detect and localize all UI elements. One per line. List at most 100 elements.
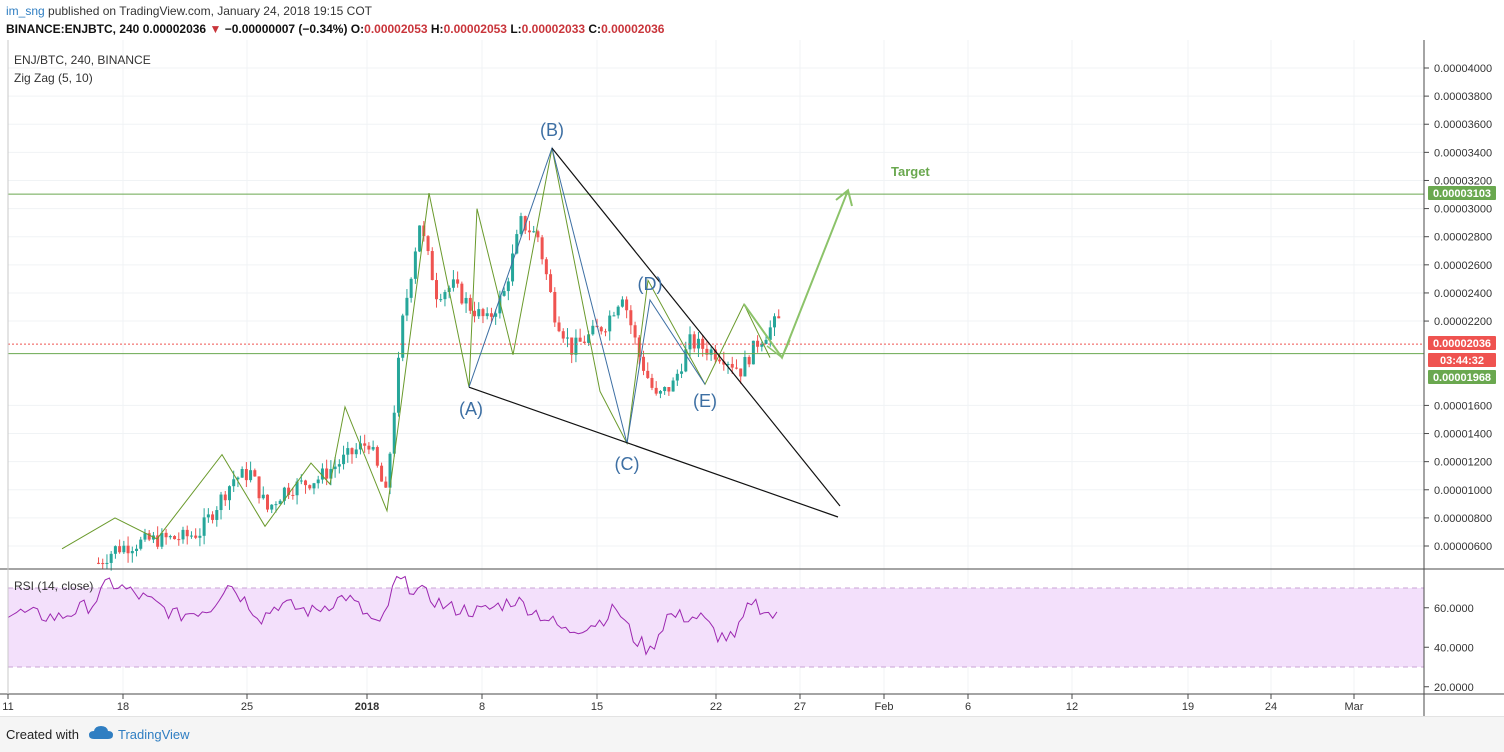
published-text: published on TradingView.com, January 24…: [48, 4, 373, 18]
close-label: C:: [588, 22, 602, 36]
chart-canvas[interactable]: 0.00004000 0.00003800 0.00003600 0.00003400…: [0, 40, 1504, 716]
candle-body: [544, 259, 548, 275]
candle-body: [253, 470, 257, 477]
symbol-quote-line: BINANCE:ENJBTC, 240 0.00002036 ▼ −0.0000…: [6, 22, 664, 36]
triangle-lower-line: [468, 386, 839, 518]
candle-body: [578, 337, 582, 342]
candle-body: [342, 454, 346, 465]
time-tick-label: 8: [479, 701, 485, 713]
candle-body: [688, 334, 692, 350]
candle-body: [519, 216, 523, 235]
candle-body: [371, 447, 375, 450]
candle-body: [489, 313, 493, 317]
candle-body: [278, 500, 282, 505]
time-tick-label: Mar: [1345, 701, 1364, 713]
candle-body: [561, 331, 565, 339]
candle-body: [143, 533, 147, 540]
candle-body: [658, 391, 662, 394]
candle-body: [118, 546, 122, 553]
candle-body: [185, 529, 189, 537]
candle-body: [633, 325, 637, 338]
candle-body: [464, 297, 468, 304]
candle-body: [616, 306, 620, 316]
candle-body: [730, 363, 734, 368]
candle-body: [227, 486, 231, 501]
price-tick-label: 0.00001000: [1434, 485, 1492, 497]
candle-body: [261, 494, 265, 499]
price-tick-label: 0.00003000: [1434, 204, 1492, 216]
candle-body: [223, 494, 227, 501]
candle-body: [375, 447, 379, 466]
tradingview-link[interactable]: TradingView: [118, 727, 190, 742]
time-tick-label: 22: [710, 701, 722, 713]
candle-body: [413, 251, 417, 279]
price-tick-label: 0.00003600: [1434, 119, 1492, 131]
candle-body: [570, 337, 574, 355]
price-tick-label: 0.00000600: [1434, 541, 1492, 553]
wave-label-b: (B): [540, 120, 564, 140]
candle-body: [215, 510, 219, 520]
symbol-label: BINANCE:ENJBTC, 240: [6, 22, 140, 36]
candle-body: [274, 504, 278, 506]
candle-body: [620, 299, 624, 307]
candle-body: [405, 297, 409, 316]
candle-body: [122, 545, 126, 553]
candle-body: [337, 464, 341, 467]
candle-body: [282, 487, 286, 501]
published-info: im_sng published on TradingView.com, Jan…: [6, 4, 372, 18]
candle-body: [173, 536, 177, 540]
candle-body: [456, 279, 460, 284]
candle-body: [219, 494, 223, 511]
candle-body: [582, 341, 586, 343]
candle-body: [751, 340, 755, 365]
candle-body: [105, 562, 109, 564]
candle-body: [316, 479, 320, 484]
candle-body: [701, 338, 705, 349]
rsi-tick-label: 40.0000: [1434, 642, 1474, 654]
candle-body: [177, 539, 181, 541]
candle-body: [506, 281, 510, 292]
high-label: H:: [430, 22, 444, 36]
candle-body: [684, 349, 688, 372]
candle-body: [168, 536, 172, 538]
candle-body: [160, 532, 164, 547]
last-price: 0.00002036: [142, 22, 207, 36]
candle-body: [396, 357, 400, 413]
candle-body: [565, 337, 569, 339]
candle-body: [777, 316, 781, 319]
badge-target-text: 0.00003103: [1433, 188, 1491, 200]
candle-body: [696, 338, 700, 349]
time-tick-label: 6: [965, 701, 971, 713]
candle-body: [773, 316, 776, 328]
rsi: [7, 575, 778, 656]
wave-label-e: (E): [693, 391, 717, 411]
candle-body: [388, 453, 392, 488]
candle-body: [164, 532, 168, 538]
badge-timer-text: 03:44:32: [1440, 355, 1484, 367]
target-label: Target: [891, 164, 930, 179]
candle-body: [312, 483, 316, 489]
candle-body: [549, 274, 553, 292]
rsi-band: [8, 587, 1424, 668]
candle-body: [557, 322, 561, 332]
candle-body: [198, 535, 202, 538]
candle-body: [363, 443, 367, 446]
candle-body: [287, 487, 291, 495]
price-tick-label: 0.00002600: [1434, 260, 1492, 272]
candle-body: [401, 315, 405, 358]
candle-body: [663, 387, 667, 392]
time-tick-label: 19: [1182, 701, 1194, 713]
candle-body: [333, 466, 337, 470]
candle-body: [553, 291, 557, 323]
candle-body: [705, 348, 709, 355]
price-tick-label: 0.00001200: [1434, 457, 1492, 469]
price-tick-label: 0.00000800: [1434, 513, 1492, 525]
candle-body: [325, 468, 329, 479]
candle-body: [468, 297, 472, 311]
candle-body: [604, 331, 607, 333]
low-value: 0.00002033: [521, 22, 586, 36]
candle-body: [211, 514, 215, 520]
author-link[interactable]: im_sng: [6, 4, 45, 18]
levels: [8, 193, 1424, 355]
candle-body: [473, 310, 477, 317]
